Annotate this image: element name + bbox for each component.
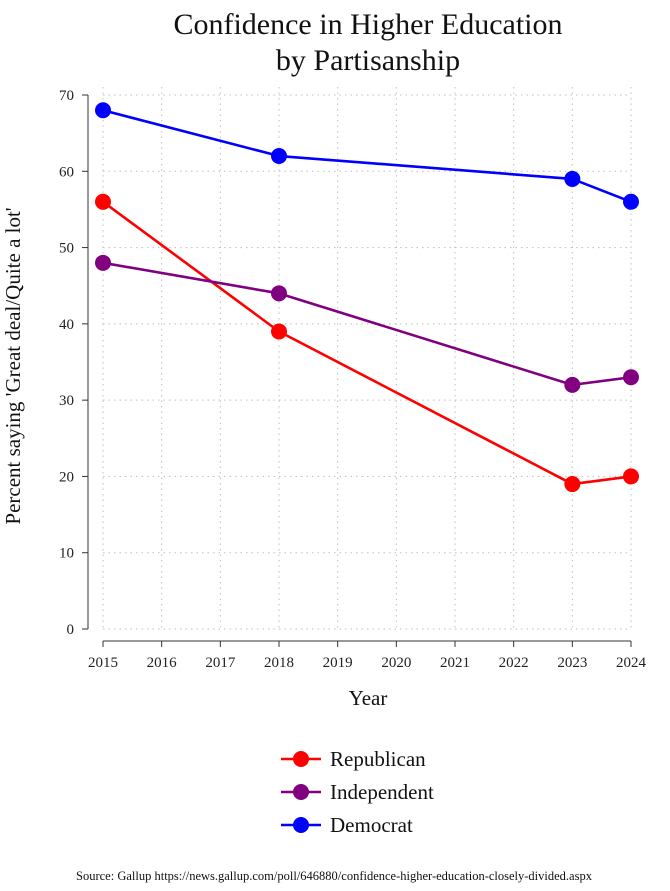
grid [102,87,632,630]
x-tick-label: 2022 [499,655,529,671]
chart-title-line-1: Confidence in Higher Education [173,8,562,41]
x-tick-label: 2018 [264,655,294,671]
x-tick-label: 2015 [88,655,118,671]
x-axis-ticks: 2015 2016 2017 2018 2019 2020 2021 2022 2023 2024 [88,641,647,671]
data-point-republican [271,323,287,340]
y-axis-label: Percent saying 'Great deal/Quite a lot' [1,207,25,524]
series-lines [95,102,639,493]
data-point-republican [564,476,581,493]
x-tick-label: 2021 [440,655,470,671]
data-point-democrat [623,193,639,210]
y-tick-label: 30 [59,393,74,409]
legend-swatch-marker [293,751,309,767]
series-republican [95,193,639,493]
x-tick-label: 2019 [323,655,353,671]
x-tick-label: 2023 [557,655,587,671]
data-point-independent [95,254,111,271]
y-tick-label: 40 [59,317,74,333]
data-point-democrat [95,102,111,119]
series-independent [95,254,639,393]
data-point-independent [271,285,287,302]
y-tick-label: 60 [59,164,74,180]
series-line-independent [102,261,632,387]
legend-item-independent: Independent [281,780,434,804]
data-point-republican [95,193,111,210]
x-tick-label: 2020 [381,655,411,671]
axes [87,95,631,642]
legend: Republican Independent Democrat [281,747,434,837]
x-tick-label: 2016 [147,655,178,671]
y-tick-label: 20 [59,469,74,485]
data-point-independent [623,369,639,386]
legend-label: Republican [330,747,426,771]
x-tick-label: 2024 [616,655,647,671]
data-point-republican [623,468,639,485]
x-axis-label: Year [349,686,388,710]
chart-title: Confidence in Higher Education by Partis… [173,8,562,77]
series-line-democrat [102,108,632,204]
y-axis-ticks: 0 10 20 30 40 50 60 70 [59,88,88,638]
series-democrat [95,102,639,210]
source-note: Source: Gallup https://news.gallup.com/p… [76,869,593,883]
legend-item-republican: Republican [281,747,426,771]
legend-item-democrat: Democrat [281,813,413,837]
series-line-republican [102,200,632,486]
legend-swatch-marker [293,817,309,833]
legend-swatch-marker [293,784,309,800]
y-tick-label: 70 [59,88,74,104]
data-point-democrat [564,170,581,187]
data-point-democrat [271,148,287,165]
data-point-independent [564,376,581,393]
chart-title-line-2: by Partisanship [276,44,460,77]
x-tick-label: 2017 [205,655,236,671]
y-tick-label: 50 [59,241,74,257]
legend-label: Democrat [330,813,413,837]
y-tick-label: 0 [67,622,75,638]
y-tick-label: 10 [59,546,74,562]
legend-label: Independent [330,780,434,804]
